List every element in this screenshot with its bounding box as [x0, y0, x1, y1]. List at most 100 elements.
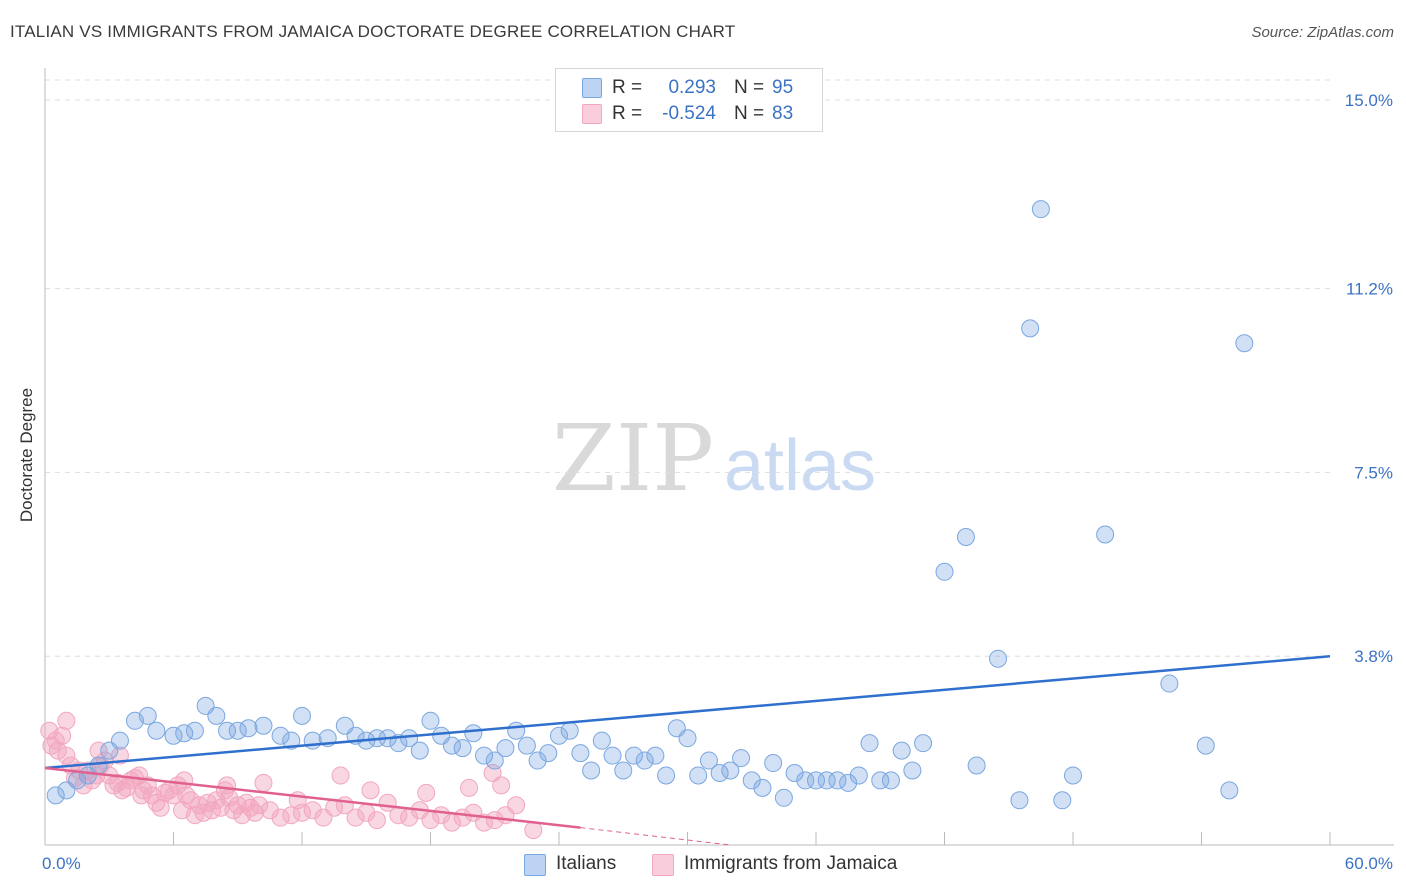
jamaica-point: [175, 771, 194, 790]
italians-point: [293, 706, 311, 725]
italians-point: [721, 761, 740, 780]
italians-point: [903, 761, 922, 780]
italians-point: [550, 726, 568, 745]
y-tick-label: 3.8%: [1354, 647, 1393, 666]
italians-point: [303, 731, 322, 750]
chart-title: ITALIAN VS IMMIGRANTS FROM JAMAICA DOCTO…: [10, 22, 736, 41]
italians-point: [254, 716, 273, 735]
italians-point: [710, 763, 729, 782]
jamaica-point: [57, 711, 76, 730]
jamaica-point: [507, 796, 526, 815]
italians-swatch: [582, 78, 602, 98]
italians-point: [453, 739, 472, 758]
italians-point: [164, 726, 183, 745]
italians-point: [657, 766, 676, 785]
italians-point: [528, 751, 547, 770]
italians-point: [828, 771, 847, 790]
italians-point: [1196, 736, 1215, 755]
italians-point: [175, 724, 194, 743]
italians-point: [138, 706, 157, 725]
italians-point: [624, 746, 643, 765]
italians-point: [614, 761, 633, 780]
italians-point: [496, 739, 515, 758]
correlation-legend: R = 0.293 N = 95 R = -0.524 N = 83: [555, 68, 823, 132]
italians-point: [46, 786, 65, 805]
jamaica-trendline: [44, 766, 581, 829]
italians-point: [228, 721, 247, 740]
italians-swatch: [524, 854, 546, 876]
jamaica-point: [132, 786, 151, 805]
legend-n-label: N =: [734, 103, 765, 124]
legend-n-value: 95: [772, 77, 794, 98]
legend-r-label: R =: [612, 103, 643, 124]
series-legend: Italians Immigrants from Jamaica: [0, 852, 1406, 878]
italians-point: [1220, 781, 1239, 800]
legend-r-value: -0.524: [662, 103, 716, 124]
legend-r-label: R =: [612, 77, 643, 98]
italians-point: [421, 711, 440, 730]
italians-point: [539, 744, 558, 763]
jamaica-point: [53, 726, 72, 745]
italians-point: [442, 736, 461, 755]
italians-point: [914, 734, 933, 753]
italians-point: [282, 731, 301, 750]
jamaica-point: [218, 776, 237, 795]
italians-point: [464, 724, 483, 743]
italians-point: [1235, 334, 1254, 353]
italians-trendline: [44, 654, 1331, 770]
italians-point: [110, 731, 129, 750]
jamaica-point: [89, 741, 108, 760]
italians-point: [860, 734, 879, 753]
italians-point: [485, 751, 504, 770]
italians-point: [475, 746, 494, 765]
italians-point: [646, 746, 665, 765]
italians-point: [592, 731, 611, 750]
italians-point: [603, 746, 622, 765]
italians-point: [185, 721, 204, 740]
italians-point: [753, 778, 772, 797]
italians-point: [1010, 791, 1029, 810]
jamaica-point: [164, 786, 183, 805]
italians-point: [410, 741, 429, 760]
italians-point: [989, 649, 1008, 668]
italians-point: [849, 766, 868, 785]
italians-point: [839, 773, 858, 792]
legend-label-jamaica: Immigrants from Jamaica: [684, 853, 898, 874]
italians-point: [218, 721, 237, 740]
legend-r-value: 0.293: [668, 77, 716, 98]
jamaica-swatch: [582, 104, 602, 124]
italians-point: [764, 754, 783, 773]
italians-point: [871, 771, 890, 790]
y-tick-label: 11.2%: [1346, 280, 1393, 299]
y-tick-label: 15.0%: [1345, 91, 1393, 110]
italians-point: [1096, 525, 1115, 544]
jamaica-point: [361, 781, 380, 800]
jamaica-point: [260, 801, 279, 820]
source-label: Source: ZipAtlas.com: [1251, 24, 1394, 41]
italians-point: [678, 729, 697, 748]
italians-point: [1021, 319, 1040, 338]
italians-point: [807, 771, 825, 790]
legend-n-label: N =: [734, 77, 765, 98]
italians-point: [892, 741, 911, 760]
jamaica-point: [346, 808, 365, 827]
y-tick-label: 7.5%: [1354, 463, 1393, 482]
italians-point: [881, 771, 900, 790]
italians-point: [689, 766, 708, 785]
italians-point: [517, 736, 536, 755]
legend-n-value: 83: [772, 103, 794, 124]
italians-point: [935, 562, 954, 581]
watermark-atlas: atlas: [724, 426, 876, 506]
italians-point: [147, 721, 166, 740]
jamaica-point: [250, 796, 269, 815]
jamaica-point: [48, 741, 67, 760]
jamaica-point: [492, 776, 511, 795]
jamaica-point: [271, 808, 290, 827]
italians-point: [774, 788, 793, 807]
italians-point: [742, 771, 761, 790]
italians-point: [271, 726, 290, 745]
jamaica-point: [367, 811, 386, 830]
italians-point: [571, 744, 590, 763]
italians-point: [239, 719, 258, 738]
